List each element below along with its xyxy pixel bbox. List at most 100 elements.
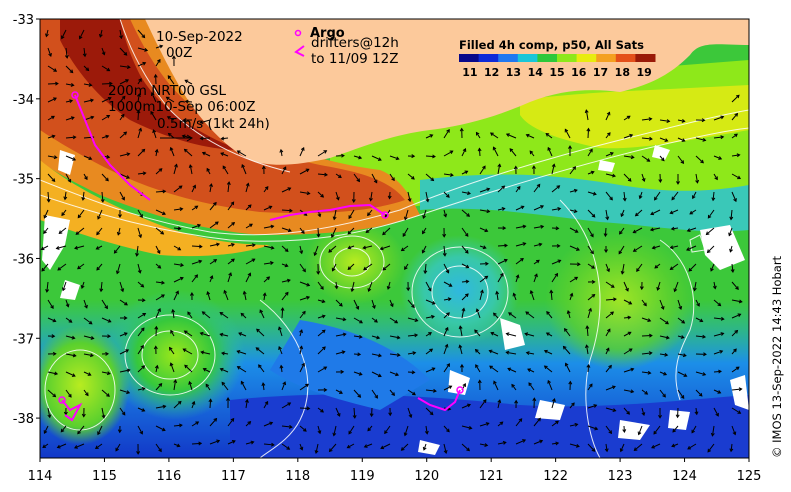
current-vector — [422, 209, 427, 219]
current-vector-head — [238, 332, 243, 336]
current-vector-head — [289, 208, 293, 213]
current-vector-head — [464, 250, 469, 254]
current-vector — [713, 281, 716, 289]
current-vector-head — [54, 371, 59, 376]
current-vector-head — [673, 288, 678, 293]
current-vector-head — [477, 147, 482, 152]
current-vector-head — [264, 400, 269, 405]
current-vector-head — [465, 264, 470, 269]
current-vector — [677, 317, 685, 324]
current-vector-head — [391, 392, 395, 397]
current-vector-head — [300, 146, 305, 151]
current-vector — [317, 227, 320, 237]
current-vector-head — [574, 229, 579, 233]
current-vector — [389, 173, 395, 181]
current-vector-head — [686, 247, 690, 251]
current-vector-head — [681, 319, 686, 324]
y-tick-label: -37 — [13, 332, 34, 347]
current-vector — [189, 164, 193, 175]
current-vector-head — [97, 215, 101, 220]
current-vector — [587, 128, 590, 139]
current-vector — [474, 329, 481, 337]
current-vector-head — [589, 383, 593, 388]
current-vector-head — [214, 221, 219, 226]
current-vector-head — [206, 167, 211, 172]
current-vector — [695, 173, 699, 183]
current-vector-head — [53, 68, 58, 72]
current-vector — [659, 317, 669, 325]
current-vector-head — [73, 445, 78, 449]
current-vector — [695, 317, 703, 322]
current-vector-head — [706, 249, 711, 254]
current-vector — [387, 281, 391, 290]
current-vector-head — [411, 370, 416, 375]
current-vector-head — [105, 177, 109, 182]
current-vector-head — [572, 166, 577, 170]
current-vector-head — [182, 117, 187, 122]
current-vector — [245, 244, 255, 247]
current-vector-head — [373, 179, 378, 184]
current-vector — [380, 443, 391, 449]
current-vector-head — [737, 175, 741, 180]
current-vector-head — [320, 193, 325, 198]
current-vector — [170, 363, 175, 373]
current-vector — [47, 389, 56, 398]
current-vector-head — [524, 332, 529, 337]
current-vector-head — [551, 163, 556, 168]
current-vector-head — [332, 216, 337, 221]
current-vector-head — [202, 367, 207, 372]
current-vector — [281, 308, 284, 319]
current-vector — [659, 299, 664, 310]
current-vector-head — [115, 270, 120, 275]
current-vector — [565, 363, 571, 373]
current-vector-head — [52, 351, 57, 356]
argo-track-southwest — [61, 399, 83, 422]
current-vector — [636, 263, 643, 272]
yellow-patches-east — [520, 85, 749, 149]
current-vector — [353, 317, 363, 324]
current-vector — [101, 407, 105, 418]
current-vector — [79, 29, 85, 39]
current-vector — [173, 424, 182, 427]
credit-label: © IMOS 13-Sep-2022 14:43 Hobart — [770, 255, 784, 458]
current-vector — [371, 155, 382, 161]
current-vector-head — [306, 191, 311, 196]
colorbar-title: Filled 4h comp, p50, All Sats — [459, 38, 644, 52]
current-vector — [65, 335, 75, 339]
current-vector-head — [407, 198, 412, 203]
current-vector-head — [336, 412, 341, 417]
current-vector — [119, 79, 129, 85]
current-vector-head — [183, 330, 188, 334]
current-vector-head — [378, 353, 382, 358]
current-vector-head — [104, 305, 108, 310]
current-vector-head — [351, 199, 356, 203]
current-vector-head — [179, 207, 184, 212]
current-vector — [587, 209, 596, 218]
current-vector-head — [184, 79, 189, 84]
current-vector — [407, 299, 415, 308]
current-vector-head — [406, 287, 411, 292]
current-vector-head — [213, 201, 217, 206]
current-vector-head — [571, 402, 575, 407]
current-vector — [713, 155, 722, 160]
current-vector-head — [525, 133, 530, 138]
current-vector — [586, 326, 589, 337]
current-vector-head — [43, 430, 48, 435]
current-vector — [389, 353, 400, 356]
current-vector — [623, 115, 631, 121]
current-vector-head — [105, 351, 110, 356]
current-vector — [443, 191, 450, 198]
current-vector — [623, 281, 629, 292]
current-vector — [317, 191, 324, 198]
current-vector-head — [411, 304, 415, 309]
current-vector — [137, 327, 145, 337]
current-vector — [506, 351, 517, 355]
current-vector-head — [504, 243, 508, 248]
current-vector — [119, 407, 126, 416]
x-tick-label: 124 — [672, 469, 697, 484]
current-vector-head — [656, 286, 661, 291]
current-vector-head — [262, 292, 267, 297]
current-vector-head — [630, 389, 635, 394]
current-vector — [461, 280, 469, 283]
